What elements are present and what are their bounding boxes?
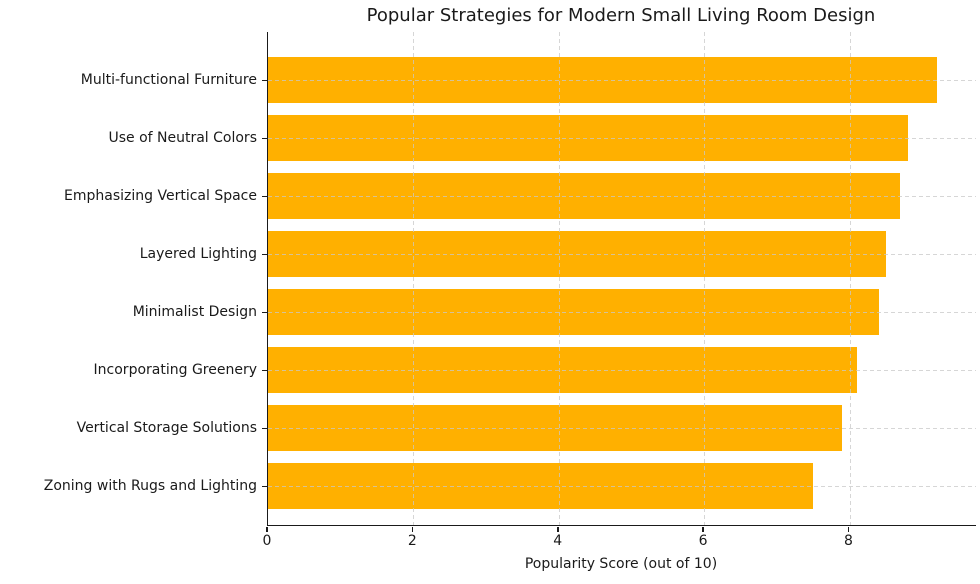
x-tick-label: 2: [407, 533, 417, 549]
category-label: Vertical Storage Solutions: [76, 420, 257, 436]
x-tick-mark: [847, 526, 850, 532]
category-label: Use of Neutral Colors: [108, 130, 257, 146]
category-label: Minimalist Design: [132, 304, 257, 320]
y-tick-mark: [262, 253, 267, 255]
y-tick-mark: [262, 137, 267, 139]
category-label: Incorporating Greenery: [93, 362, 257, 378]
chart-title: Popular Strategies for Modern Small Livi…: [366, 5, 876, 26]
x-axis-label: Popularity Score (out of 10): [524, 556, 718, 572]
gridline-vertical: [558, 32, 560, 525]
x-tick-label: 4: [553, 533, 563, 549]
gridline-vertical: [849, 32, 851, 525]
gridline-horizontal: [268, 312, 976, 313]
x-tick-label: 6: [698, 533, 708, 549]
y-tick-mark: [262, 485, 267, 487]
category-label: Emphasizing Vertical Space: [64, 188, 257, 204]
gridline-horizontal: [268, 370, 976, 371]
y-tick-mark: [262, 311, 267, 313]
x-tick-label: 0: [262, 533, 272, 549]
x-tick-mark: [702, 526, 704, 532]
gridline-horizontal: [268, 80, 976, 81]
plot-area: [267, 32, 976, 526]
gridline-horizontal: [268, 254, 976, 255]
y-tick-mark: [262, 79, 267, 81]
y-tick-mark: [262, 369, 267, 371]
x-tick-mark: [557, 526, 559, 532]
category-label: Zoning with Rugs and Lighting: [43, 478, 257, 494]
gridline-horizontal: [268, 428, 976, 429]
x-tick-label: 8: [844, 533, 853, 549]
x-tick-mark: [266, 526, 268, 532]
gridline-horizontal: [268, 138, 976, 139]
gridline-horizontal: [268, 196, 976, 197]
x-tick-mark: [411, 526, 414, 532]
y-tick-mark: [262, 195, 267, 197]
gridline-horizontal: [268, 486, 976, 487]
category-label: Multi-functional Furniture: [80, 72, 257, 88]
gridline-vertical: [704, 32, 706, 525]
category-label: Layered Lighting: [139, 246, 257, 262]
y-tick-mark: [262, 427, 267, 429]
gridline-vertical: [413, 32, 415, 525]
